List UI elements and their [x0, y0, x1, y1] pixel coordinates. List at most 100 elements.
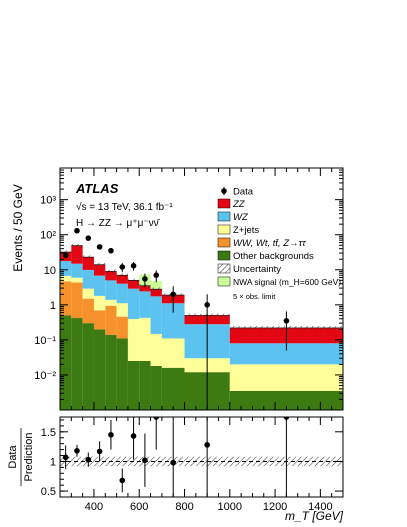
- main-frame: [59, 167, 344, 411]
- bar-z-jets-2: [82, 288, 94, 299]
- bar-z-jets-3: [93, 295, 106, 311]
- bar-zz-4: [105, 271, 117, 281]
- ratio-y-tick-label-2: 1.5: [41, 427, 56, 439]
- ratio-x-tick-label-0: 400: [85, 501, 103, 513]
- bar-other-backgrounds-4: [105, 334, 117, 410]
- legend-entry-data: Data: [221, 187, 254, 198]
- ratio-point-5: [119, 477, 126, 484]
- bar-wz-5: [116, 283, 128, 304]
- channel-label: H → ZZ → μ⁺μ⁻νν̄: [76, 218, 161, 229]
- ratio-y-label-bottom: Prediction: [23, 433, 35, 482]
- ratio-point-3: [96, 448, 103, 455]
- bar-other-backgrounds-5: [116, 338, 128, 410]
- ratio-point-1: [74, 447, 80, 454]
- legend-entry-zjets: Z+jets: [217, 224, 259, 236]
- ratio-point-10: [204, 442, 210, 448]
- uncertainty-bin-5: [116, 273, 128, 278]
- ratio-point-2: [85, 456, 92, 463]
- ratio-point-7: [142, 457, 148, 464]
- ratio-x-tick-label-3: 1000: [218, 501, 242, 513]
- ratio-point-8: [153, 417, 160, 420]
- main-y-tick-label-2: 1: [50, 300, 56, 312]
- bar-wz-9: [161, 303, 185, 339]
- data-point-11: [283, 318, 290, 324]
- bar-wz-6: [127, 288, 140, 319]
- main-y-tick-label-0: 10⁻²: [34, 370, 56, 382]
- ratio-x-tick-label-2: 800: [175, 501, 193, 513]
- data-point-6: [130, 262, 137, 269]
- bar-other-backgrounds-1: [71, 318, 83, 410]
- bar-wz-3: [93, 275, 106, 296]
- legend: Data ZZ WZ Z+jets WW, Wt, tt̄, Z→ττ Othe…: [217, 187, 341, 301]
- ratio-panel: 400 600 800 1000 1200 1400 0.5 1 1.5 Data Predi…: [7, 416, 344, 523]
- ratio-x-axis-label: m_T [GeV]: [285, 509, 344, 523]
- legend-label-data: Data: [233, 187, 254, 198]
- data-point-0: [62, 252, 69, 259]
- legend-label-zz: ZZ: [232, 199, 246, 210]
- bar-z-jets-6: [127, 318, 140, 361]
- data-point-8: [153, 272, 160, 279]
- ratio-x-tick-label-5: 1400: [308, 501, 332, 513]
- bar-wz-4: [105, 280, 117, 300]
- uncertainty-bin-8: [150, 287, 162, 292]
- data-point-9: [170, 291, 176, 298]
- main-y-tick-label-1: 10⁻¹: [34, 335, 56, 347]
- data-point-5: [119, 264, 126, 270]
- ratio-point-9: [170, 459, 176, 466]
- data-point-10: [204, 302, 210, 308]
- legend-label-zjets: Z+jets: [233, 225, 259, 236]
- bar-ww-wt-tt-z--5: [116, 316, 128, 339]
- bar-z-jets-7: [139, 317, 151, 361]
- uncertainty-bin-4: [105, 269, 117, 274]
- bar-z-jets-9: [161, 338, 185, 368]
- atlas-label: ATLAS: [75, 181, 119, 196]
- legend-label-other: Other backgrounds: [233, 251, 314, 262]
- legend-entry-zz: ZZ: [217, 198, 246, 210]
- ratio-y-label-top: Data: [7, 445, 19, 469]
- ratio-y-ticks: 0.5 1 1.5: [41, 419, 343, 498]
- stacked-histogram: [60, 245, 343, 410]
- ratio-x-tick-label-1: 600: [130, 501, 148, 513]
- main-y-axis-label: Events / 50 GeV: [11, 184, 25, 271]
- main-y-ticks: 10⁻² 10⁻¹ 1 10 10² 10³: [34, 169, 343, 400]
- bar-wz-11: [229, 343, 343, 365]
- bar-ww-wt-tt-z--1: [71, 282, 83, 319]
- data-point-4: [108, 247, 114, 254]
- main-x-ticks: [70, 168, 333, 410]
- legend-label-signal: NWA signal (m_H=600 GeV): [233, 277, 341, 287]
- data-point-1: [74, 227, 80, 234]
- legend-label-top: WW, Wt, tt̄, Z→ττ: [233, 238, 307, 249]
- uncertainty-bin-6: [127, 278, 140, 283]
- ratio-point-4: [108, 431, 114, 438]
- bar-other-backgrounds-3: [93, 329, 106, 410]
- main-y-tick-label-3: 10: [44, 265, 56, 277]
- legend-label-uncertainty: Uncertainty: [233, 264, 281, 275]
- uncertainty-bin-2: [82, 255, 94, 260]
- bar-ww-wt-tt-z--3: [93, 310, 106, 330]
- data-points: [62, 227, 290, 410]
- ratio-points: [62, 417, 290, 497]
- ratio-x-tick-label-4: 1200: [263, 501, 287, 513]
- legend-entry-other: Other backgrounds: [217, 250, 314, 262]
- bar-wz-7: [139, 291, 151, 318]
- bar-ww-wt-tt-z--4: [105, 305, 117, 335]
- ratio-point-6: [130, 433, 137, 439]
- bar-z-jets-0: [60, 275, 72, 282]
- uncertainty-bin-3: [93, 262, 106, 267]
- uncertainty-bin-0: [60, 250, 72, 255]
- bar-z-jets-8: [150, 333, 162, 366]
- ratio-y-tick-label-0: 0.5: [41, 486, 56, 498]
- bar-wz-2: [82, 269, 94, 289]
- bar-zz-7: [139, 285, 151, 292]
- ratio-y-tick-label-1: 1: [50, 456, 56, 468]
- legend-label-wz: WZ: [233, 212, 249, 223]
- bar-other-backgrounds-7: [139, 360, 151, 410]
- data-point-3: [96, 244, 103, 250]
- bar-ww-wt-tt-z--0: [60, 281, 72, 316]
- bar-wz-0: [60, 261, 72, 276]
- data-point-2: [85, 235, 92, 241]
- bar-other-backgrounds-2: [82, 323, 94, 410]
- bar-zz-1: [71, 245, 83, 264]
- bar-zz-5: [116, 275, 128, 284]
